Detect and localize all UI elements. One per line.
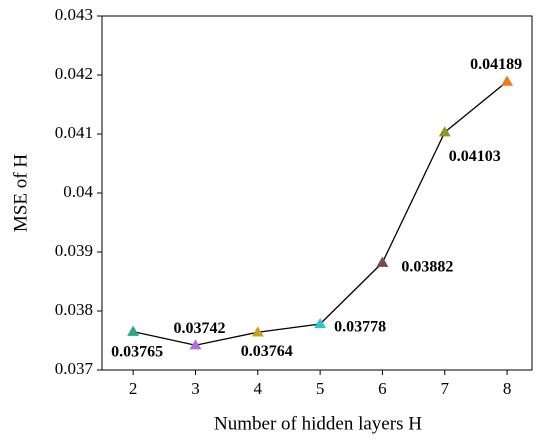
x-tick-label: 7	[441, 379, 450, 398]
marker	[127, 325, 140, 336]
value-label: 0.03742	[173, 320, 225, 337]
marker	[438, 126, 451, 137]
y-tick-label: 0.042	[55, 64, 93, 83]
marker	[251, 326, 264, 337]
x-tick-label: 3	[191, 379, 200, 398]
y-axis-title: MSE of H	[10, 154, 31, 232]
y-tick-label: 0.038	[55, 300, 93, 319]
data-line	[133, 80, 508, 346]
value-label: 0.04189	[470, 56, 522, 73]
value-label: 0.03778	[334, 319, 386, 336]
x-tick-label: 6	[378, 379, 387, 398]
marker	[314, 317, 327, 329]
value-label: 0.03765	[111, 343, 163, 360]
y-tick-label: 0.04	[63, 182, 93, 201]
value-label: 0.04103	[449, 148, 501, 165]
x-tick-label: 4	[254, 379, 263, 398]
y-tick-label: 0.037	[55, 359, 94, 378]
marker	[501, 75, 514, 86]
x-axis-title: Number of hidden layers H	[214, 413, 422, 434]
y-tick-label: 0.041	[55, 123, 93, 142]
y-tick-label: 0.043	[55, 5, 93, 24]
x-tick-label: 8	[503, 379, 512, 398]
value-label: 0.03764	[241, 343, 293, 360]
plot-frame	[101, 15, 533, 371]
marker	[189, 339, 202, 350]
y-tick-label: 0.039	[55, 241, 93, 260]
x-tick-label: 2	[129, 379, 138, 398]
marker	[376, 256, 389, 267]
x-tick-label: 5	[316, 379, 325, 398]
value-label: 0.03882	[401, 258, 453, 275]
